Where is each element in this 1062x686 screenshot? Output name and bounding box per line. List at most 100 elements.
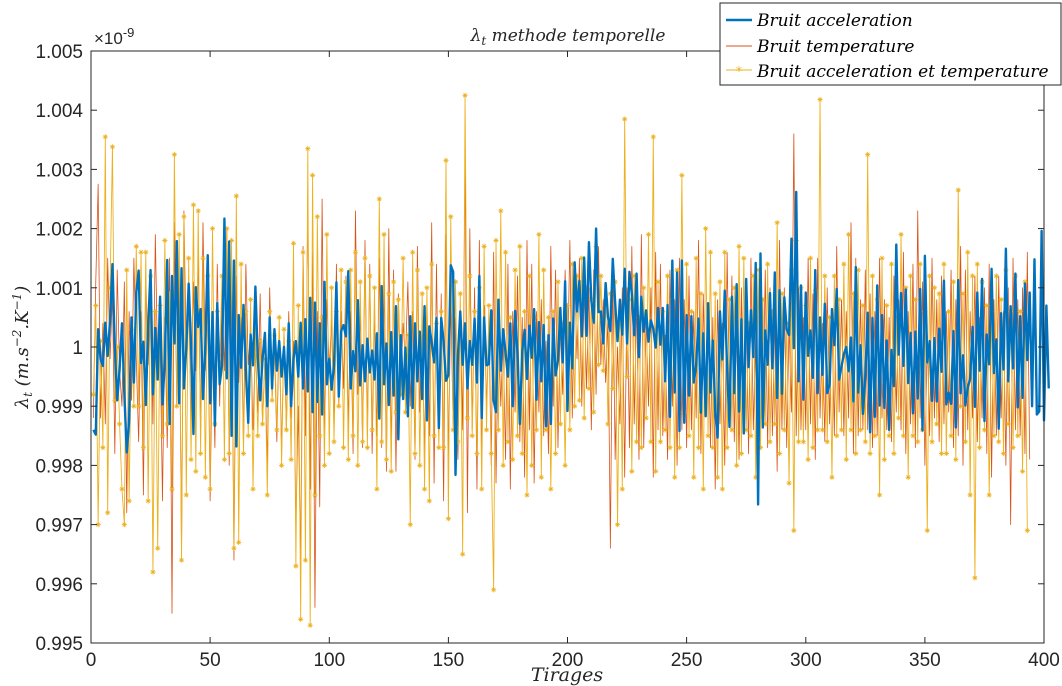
data-point-marker [488, 450, 494, 457]
data-point-marker [846, 231, 852, 238]
data-point-marker [836, 297, 842, 303]
data-point-marker [583, 285, 590, 291]
data-point-marker [996, 439, 1002, 445]
data-point-marker [405, 332, 411, 338]
data-point-marker [167, 291, 173, 297]
data-point-marker [228, 237, 235, 244]
data-point-marker [524, 492, 530, 498]
data-point-marker [231, 545, 237, 551]
data-point-marker [555, 279, 561, 285]
data-point-marker [314, 214, 320, 220]
data-point-marker [686, 433, 692, 439]
data-point-marker [731, 285, 737, 291]
data-point-marker [519, 450, 525, 457]
data-point-marker [500, 462, 506, 468]
data-point-marker [958, 403, 964, 409]
data-point-marker [557, 421, 563, 427]
data-point-marker [155, 545, 161, 551]
data-point-marker [1019, 468, 1026, 474]
data-point-marker [93, 302, 99, 309]
data-point-marker [317, 433, 323, 439]
data-point-marker [171, 152, 177, 158]
data-point-marker [450, 427, 456, 433]
data-point-marker [822, 273, 828, 279]
data-point-marker [1015, 433, 1021, 439]
data-point-marker [631, 273, 637, 279]
data-point-marker [750, 273, 756, 279]
data-point-marker [650, 134, 656, 140]
data-point-marker [417, 462, 423, 468]
data-point-marker [486, 302, 492, 309]
data-point-marker [460, 551, 466, 557]
data-point-marker [981, 427, 988, 433]
data-point-marker [505, 439, 511, 445]
data-point-marker [95, 522, 101, 528]
legend-label-both: Bruit acceleration et temperature [756, 62, 1049, 82]
data-point-marker [388, 468, 394, 474]
data-point-marker [197, 450, 204, 457]
data-point-marker [993, 273, 999, 279]
data-point-marker [352, 249, 359, 255]
data-point-marker [586, 385, 592, 392]
data-point-marker [240, 450, 247, 457]
data-point-marker [390, 279, 397, 285]
data-point-marker [907, 273, 914, 279]
data-point-marker [526, 273, 532, 279]
data-point-marker [164, 421, 170, 427]
data-point-marker [269, 397, 275, 403]
data-point-marker [741, 255, 747, 261]
data-point-marker [552, 450, 559, 457]
data-point-marker [807, 255, 814, 261]
data-point-marker [100, 445, 106, 451]
data-point-marker [927, 273, 933, 279]
data-point-marker [581, 415, 587, 421]
data-point-marker [610, 385, 616, 392]
data-point-marker [941, 261, 947, 267]
data-point-marker [674, 267, 680, 273]
data-point-marker [267, 308, 273, 315]
data-point-marker [226, 450, 232, 457]
data-point-marker [174, 403, 180, 409]
data-point-marker [891, 450, 897, 457]
data-point-marker [931, 285, 938, 291]
data-point-marker [97, 338, 104, 344]
x-tick-label: 200 [552, 650, 584, 671]
data-point-marker [445, 516, 451, 522]
data-point-marker [757, 445, 764, 451]
data-point-marker [138, 249, 144, 255]
data-point-marker [684, 261, 690, 267]
data-point-marker [655, 279, 661, 285]
data-point-marker [279, 462, 285, 468]
data-point-marker [605, 421, 611, 427]
data-point-marker [541, 267, 547, 273]
data-point-marker [653, 468, 659, 474]
data-point-marker [193, 468, 199, 474]
data-point-marker [105, 510, 111, 516]
data-point-marker [572, 403, 578, 409]
data-point-marker [598, 273, 604, 279]
data-point-marker [121, 522, 127, 528]
data-point-marker [862, 439, 868, 445]
data-point-marker [769, 308, 775, 315]
data-point-marker [152, 308, 158, 315]
data-point-marker [145, 498, 151, 504]
data-point-marker [412, 450, 418, 457]
data-point-marker [1010, 445, 1016, 451]
data-point-marker [471, 308, 478, 315]
data-point-marker [619, 486, 625, 492]
y-tick-label: 1 [72, 338, 83, 359]
data-point-marker [817, 96, 823, 103]
y-tick-label: 0.995 [35, 634, 83, 655]
data-point-marker [140, 445, 147, 451]
data-point-marker [381, 231, 387, 238]
data-point-marker [219, 273, 225, 279]
data-point-marker [877, 492, 883, 498]
data-point-marker [648, 439, 654, 445]
data-point-marker [943, 450, 949, 457]
legend-label-acceleration: Bruit acceleration [756, 11, 913, 31]
data-point-marker [200, 255, 206, 261]
data-point-marker [967, 492, 973, 498]
data-point-marker [143, 249, 149, 255]
data-point-marker [295, 302, 301, 309]
data-point-marker [638, 445, 644, 451]
